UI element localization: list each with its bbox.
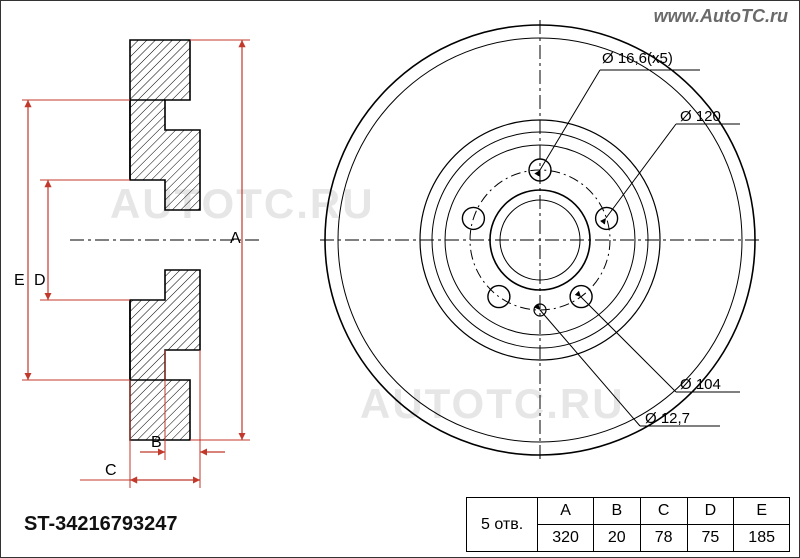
col-a: A <box>538 498 594 525</box>
col-c: C <box>640 498 687 525</box>
col-d: D <box>687 498 734 525</box>
val-b: 20 <box>593 525 640 552</box>
callout-bolt-hole: Ø 16,6(x5) <box>602 50 673 67</box>
holes-note: 5 отв. <box>467 498 538 552</box>
col-e: E <box>734 498 790 525</box>
val-a: 320 <box>538 525 594 552</box>
dim-letter-e: E <box>14 272 25 290</box>
cross-section-view <box>22 40 260 488</box>
table-row: 5 отв. A B C D E <box>467 498 790 525</box>
dim-letter-d: D <box>34 272 46 290</box>
spec-table: 5 отв. A B C D E 320 20 78 75 185 <box>466 497 790 552</box>
callout-pcd: Ø 120 <box>680 108 721 125</box>
dim-letter-a: A <box>230 230 241 248</box>
col-b: B <box>593 498 640 525</box>
val-c: 78 <box>640 525 687 552</box>
val-d: 75 <box>687 525 734 552</box>
dim-letter-c: C <box>105 462 117 480</box>
technical-drawing <box>0 0 800 558</box>
callout-diam-104: Ø 104 <box>680 376 721 393</box>
callout-diam-12-7: Ø 12,7 <box>645 410 690 427</box>
dim-letter-b: B <box>151 434 162 452</box>
front-view <box>320 20 760 460</box>
val-e: 185 <box>734 525 790 552</box>
part-number: ST-34216793247 <box>24 513 177 536</box>
